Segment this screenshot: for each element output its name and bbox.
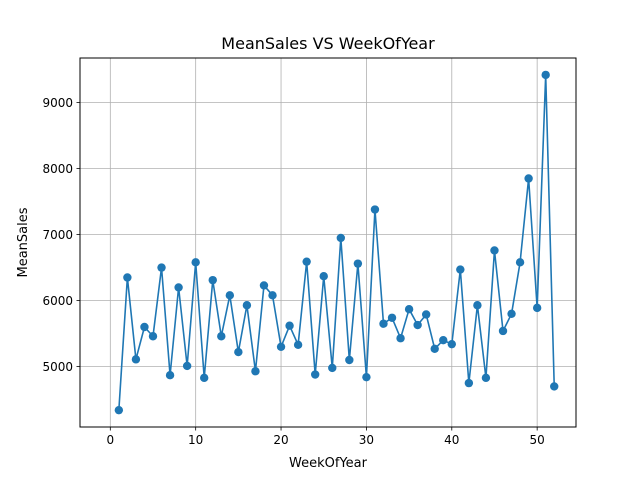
data-point xyxy=(140,322,149,332)
data-point xyxy=(473,301,482,310)
data-point xyxy=(310,370,320,379)
x-tick-label: 0 xyxy=(106,433,114,447)
x-tick-label: 50 xyxy=(530,433,545,447)
data-point xyxy=(532,303,542,313)
data-point xyxy=(379,319,388,328)
plot-area xyxy=(80,58,576,427)
data-point xyxy=(464,378,474,388)
data-point xyxy=(421,310,431,319)
x-axis: 0 10 20 30 40 50 xyxy=(106,427,545,447)
data-point xyxy=(268,291,277,300)
data-point xyxy=(328,363,337,373)
y-axis: 5000 6000 7000 8000 9000 xyxy=(42,96,80,374)
data-point xyxy=(524,174,533,183)
data-point xyxy=(447,339,456,349)
plot-frame xyxy=(79,57,577,428)
data-point xyxy=(285,321,294,330)
data-point xyxy=(362,372,371,382)
x-tick-label: 20 xyxy=(273,433,288,447)
data-point xyxy=(439,336,448,345)
data-point xyxy=(276,342,286,352)
data-point xyxy=(251,367,260,376)
y-tick-label: 7000 xyxy=(42,228,73,242)
data-point xyxy=(370,205,380,214)
data-point xyxy=(456,265,465,274)
data-point xyxy=(165,370,175,380)
y-tick-label: 9000 xyxy=(42,96,73,110)
data-point xyxy=(515,258,525,267)
data-point xyxy=(353,259,363,268)
gridlines xyxy=(80,58,576,427)
data-point xyxy=(345,355,354,365)
data-point xyxy=(481,373,491,383)
data-point xyxy=(217,332,226,341)
data-point xyxy=(396,334,405,343)
y-tick-label: 5000 xyxy=(42,360,73,374)
data-point xyxy=(490,246,499,255)
data-point xyxy=(413,320,422,330)
data-point xyxy=(200,373,209,383)
data-point xyxy=(242,301,252,310)
y-tick-label: 8000 xyxy=(42,162,73,176)
data-point xyxy=(259,281,269,290)
data-point xyxy=(114,405,124,415)
data-point xyxy=(507,309,516,319)
data-point xyxy=(182,361,192,371)
data-point xyxy=(148,332,158,341)
data-point xyxy=(387,313,397,322)
x-axis-label: WeekOfYear xyxy=(289,456,368,471)
chart-title: MeanSales VS WeekOfYear xyxy=(221,34,435,53)
data-point xyxy=(208,275,217,285)
data-point xyxy=(550,382,559,391)
x-tick-label: 30 xyxy=(359,433,374,447)
data-point xyxy=(157,263,166,272)
x-tick-label: 40 xyxy=(444,433,459,447)
data-point xyxy=(302,257,311,266)
data-point xyxy=(225,291,235,300)
data-point xyxy=(498,326,508,336)
x-tick-label: 10 xyxy=(188,433,203,447)
series xyxy=(114,70,559,415)
series-line xyxy=(118,74,556,411)
data-point xyxy=(174,283,183,292)
y-tick-label: 6000 xyxy=(42,294,73,308)
data-point xyxy=(293,340,303,350)
data-point xyxy=(191,258,200,267)
data-point xyxy=(541,70,550,80)
data-point xyxy=(234,347,243,357)
data-point xyxy=(404,304,414,314)
data-point xyxy=(336,233,346,243)
y-axis-label: MeanSales xyxy=(16,207,31,277)
data-point xyxy=(131,355,141,364)
data-point xyxy=(430,344,439,353)
data-point xyxy=(319,271,328,281)
data-point xyxy=(123,273,132,282)
